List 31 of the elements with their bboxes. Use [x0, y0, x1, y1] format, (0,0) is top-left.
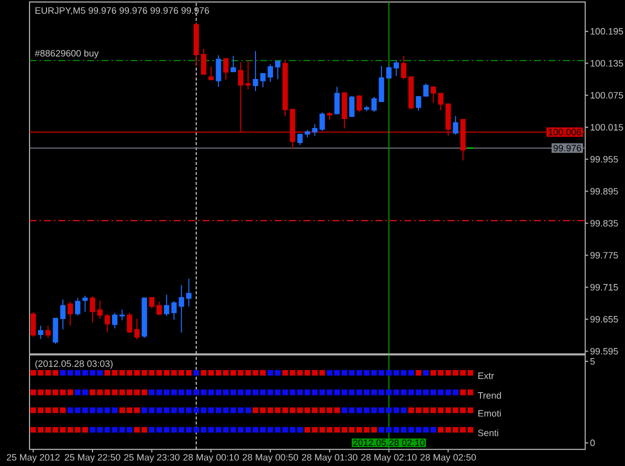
y-tick-label: 99.775	[590, 252, 618, 258]
y-tick-label: 0	[590, 439, 595, 446]
x-tick-label: 25 May 23:30	[124, 454, 180, 462]
y-tick-label: 99.895	[590, 188, 618, 194]
y-tick-label: 100.135	[590, 60, 624, 66]
ref-line-label: 2012.05.28 02:10	[353, 439, 425, 446]
x-tick-label: 28 May 00:10	[183, 454, 239, 462]
x-tick-label: 28 May 00:50	[242, 454, 298, 462]
x-tick-label: 25 May 2012	[6, 454, 60, 462]
x-tick-label: 25 May 22:50	[64, 454, 120, 462]
ref-line-label: 100.006	[548, 128, 582, 136]
y-tick-label: 99.955	[590, 156, 618, 162]
y-tick-label: 100.075	[590, 92, 624, 98]
y-tick-label: 5	[590, 358, 595, 365]
chart-title: EURJPY,M5 99.976 99.976 99.976 99.976	[36, 7, 210, 15]
x-tick-label: 28 May 01:30	[302, 454, 358, 462]
y-tick-label: 99.835	[590, 220, 618, 226]
ref-line-label: 99.976	[554, 144, 582, 152]
series-label: Emoti	[478, 410, 501, 417]
x-tick-label: 28 May 02:10	[361, 454, 417, 462]
series-label: Senti	[478, 429, 498, 436]
x-tick-label: 28 May 02:50	[420, 454, 476, 462]
y-tick-label: 100.015	[590, 124, 624, 130]
y-tick-label: 99.655	[590, 316, 618, 322]
y-tick-label: 100.195	[590, 28, 624, 34]
text: (2012.05.28 03:03)	[35, 360, 113, 369]
series-label: Trend	[478, 392, 501, 399]
y-tick-label: 99.595	[590, 348, 618, 354]
y-tick-label: 99.715	[590, 284, 618, 290]
ref-line-label: #88629600 buy	[34, 50, 99, 58]
series-label: Extr	[478, 372, 494, 379]
